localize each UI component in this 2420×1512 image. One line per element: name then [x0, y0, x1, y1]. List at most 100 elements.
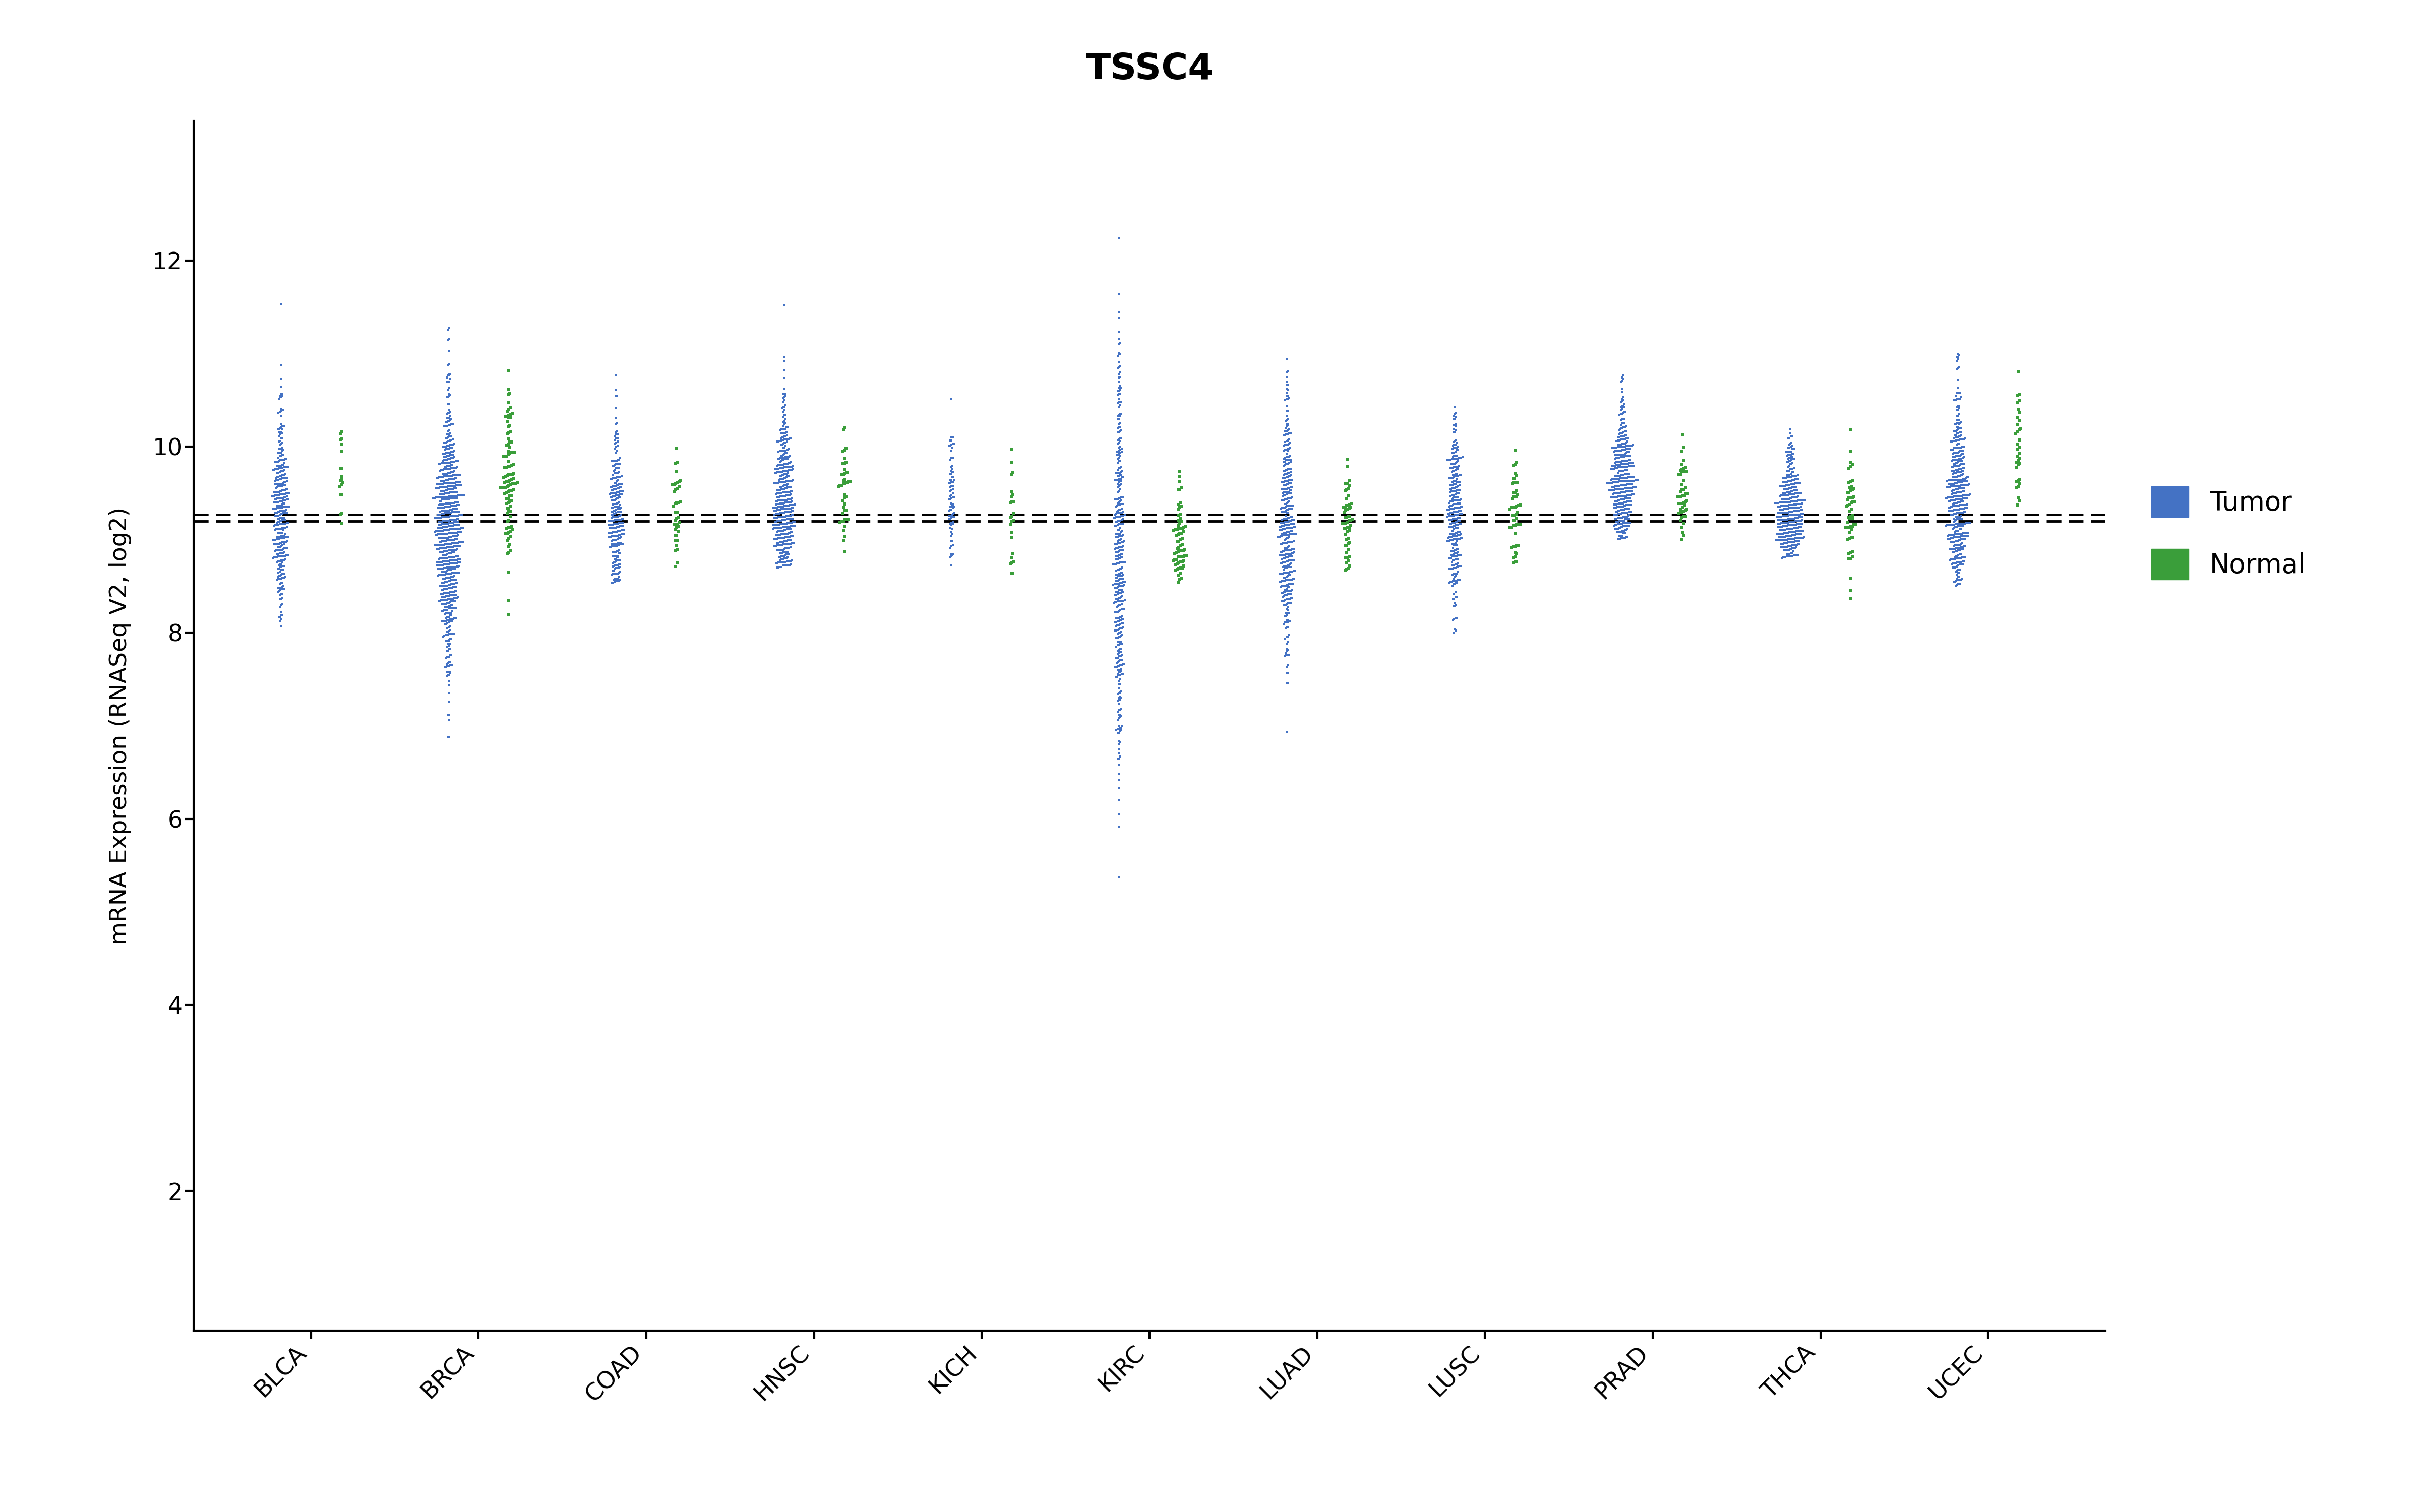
Point — [1938, 349, 1977, 373]
Point — [1612, 500, 1650, 525]
Point — [1941, 514, 1980, 538]
Point — [656, 479, 695, 503]
Point — [264, 558, 302, 582]
Point — [1999, 469, 2038, 493]
Point — [264, 519, 302, 543]
Point — [1101, 578, 1140, 602]
Point — [598, 534, 636, 558]
Point — [1663, 505, 1701, 529]
Point — [1602, 491, 1641, 516]
Point — [1597, 502, 1636, 526]
Point — [261, 578, 300, 602]
Point — [1948, 511, 1987, 535]
Point — [1663, 520, 1701, 544]
Point — [765, 402, 803, 426]
Point — [593, 532, 632, 556]
Point — [428, 708, 467, 732]
Point — [1270, 513, 1309, 537]
Point — [1934, 516, 1972, 540]
Point — [1604, 494, 1643, 519]
Point — [1268, 591, 1307, 615]
Point — [1101, 776, 1140, 800]
Point — [428, 565, 467, 590]
Point — [1273, 529, 1312, 553]
Point — [1437, 457, 1476, 481]
Point — [1595, 503, 1634, 528]
Point — [428, 650, 467, 674]
Point — [433, 423, 472, 448]
Point — [1771, 452, 1810, 476]
Point — [428, 555, 467, 579]
Point — [433, 484, 472, 508]
Point — [1943, 496, 1982, 520]
Point — [489, 475, 528, 499]
Point — [1268, 419, 1307, 443]
Point — [770, 520, 808, 544]
Point — [431, 491, 469, 516]
Point — [259, 417, 298, 442]
Point — [1602, 494, 1641, 519]
Point — [443, 516, 482, 540]
Point — [1776, 493, 1815, 517]
Point — [1774, 445, 1813, 469]
Point — [1595, 496, 1634, 520]
Point — [1612, 485, 1650, 510]
Point — [1604, 505, 1643, 529]
Point — [1592, 467, 1631, 491]
Point — [1600, 484, 1638, 508]
Point — [426, 442, 465, 466]
Point — [765, 431, 803, 455]
Point — [1663, 440, 1701, 464]
Point — [1435, 507, 1474, 531]
Point — [433, 407, 472, 431]
Point — [1946, 500, 1984, 525]
Point — [440, 473, 479, 497]
Point — [932, 505, 970, 529]
Point — [1101, 321, 1140, 345]
Point — [1779, 516, 1817, 540]
Point — [1437, 491, 1476, 516]
Point — [1774, 475, 1813, 499]
Point — [257, 490, 295, 514]
Point — [433, 653, 472, 677]
Point — [431, 484, 469, 508]
Point — [1614, 464, 1653, 488]
Point — [426, 529, 465, 553]
Point — [767, 440, 806, 464]
Point — [658, 538, 697, 562]
Point — [1099, 475, 1137, 499]
Point — [436, 555, 474, 579]
Point — [1496, 503, 1534, 528]
Point — [428, 398, 467, 422]
Point — [428, 587, 467, 611]
Point — [1430, 500, 1469, 525]
Point — [1604, 508, 1643, 532]
Point — [433, 606, 472, 631]
Point — [1934, 517, 1972, 541]
Point — [1101, 301, 1140, 325]
Point — [1101, 593, 1140, 617]
Point — [1268, 510, 1307, 534]
Point — [428, 565, 467, 590]
Point — [1602, 380, 1641, 404]
Point — [1099, 487, 1137, 511]
Point — [1101, 620, 1140, 644]
Point — [266, 544, 305, 569]
Point — [1936, 448, 1975, 472]
Point — [767, 484, 806, 508]
Point — [438, 473, 477, 497]
Point — [1941, 460, 1980, 484]
Point — [1943, 467, 1982, 491]
Point — [772, 514, 811, 538]
Point — [486, 481, 525, 505]
Point — [934, 532, 973, 556]
Point — [438, 490, 477, 514]
Point — [1101, 473, 1140, 497]
Point — [600, 511, 639, 535]
Point — [1609, 434, 1648, 458]
Point — [1600, 516, 1638, 540]
Point — [1767, 484, 1805, 508]
Point — [486, 491, 525, 516]
Point — [1774, 507, 1813, 531]
Point — [760, 417, 799, 442]
